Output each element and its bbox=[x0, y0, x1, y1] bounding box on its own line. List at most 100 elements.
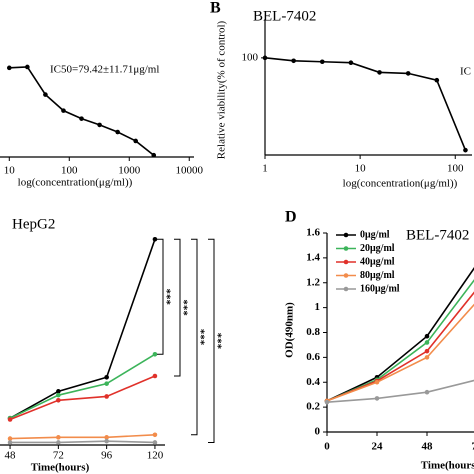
legend-label: 0μg/ml bbox=[360, 229, 390, 240]
data-point bbox=[405, 71, 411, 76]
data-point bbox=[424, 333, 430, 339]
x-tick-label: 0 bbox=[324, 441, 330, 453]
data-point bbox=[7, 417, 13, 422]
data-point bbox=[348, 60, 354, 66]
data-point bbox=[104, 374, 109, 380]
data-point bbox=[115, 129, 120, 135]
legend-marker bbox=[343, 246, 349, 251]
significance-label: *** bbox=[182, 299, 194, 316]
legend-marker bbox=[343, 273, 349, 278]
x-tick-label: 48 bbox=[5, 450, 17, 462]
data-point bbox=[6, 65, 12, 71]
data-point bbox=[61, 108, 66, 113]
data-point bbox=[133, 138, 138, 144]
y-tick-label: 0.8 bbox=[306, 326, 320, 338]
data-point bbox=[319, 59, 325, 65]
data-point bbox=[424, 389, 430, 395]
data-point bbox=[152, 432, 158, 438]
annotation: IC bbox=[460, 66, 471, 78]
data-point bbox=[424, 340, 430, 345]
chart-title: BEL-7402 bbox=[406, 227, 469, 243]
data-point bbox=[97, 122, 102, 128]
x-axis-title: log(concentration(μg/ml)) bbox=[343, 178, 458, 190]
legend-label: 80μg/ml bbox=[360, 270, 395, 281]
x-axis-title: Time(hours) bbox=[31, 462, 90, 474]
data-point bbox=[377, 70, 382, 75]
data-point bbox=[25, 64, 30, 70]
y-tick-label: 1.6 bbox=[306, 227, 320, 239]
x-tick-label: 96 bbox=[101, 450, 113, 462]
x-tick-label: 1000 bbox=[118, 165, 141, 177]
series-line bbox=[326, 379, 474, 403]
series-line bbox=[9, 66, 155, 156]
chart-title: BEL-7402 bbox=[253, 8, 316, 24]
significance-bracket bbox=[157, 238, 164, 355]
series-line bbox=[326, 279, 474, 402]
panel-label: B bbox=[210, 0, 221, 17]
x-axis-title: Time(hours) bbox=[421, 460, 474, 472]
data-point bbox=[7, 436, 13, 441]
data-point bbox=[152, 351, 158, 357]
x-tick-label: 72 bbox=[472, 441, 474, 453]
chart-title: HepG2 bbox=[12, 216, 55, 232]
data-point bbox=[324, 399, 330, 405]
legend-label: 160μg/ml bbox=[360, 283, 400, 294]
x-tick-label: 10000 bbox=[176, 165, 204, 177]
data-point bbox=[104, 435, 109, 440]
x-tick-label: 10 bbox=[4, 165, 16, 177]
series-line bbox=[10, 433, 155, 440]
series-line bbox=[326, 267, 474, 402]
data-point bbox=[56, 389, 61, 394]
significance-bracket bbox=[174, 238, 181, 377]
legend-label: 40μg/ml bbox=[360, 256, 395, 267]
panel-label: D bbox=[285, 209, 297, 226]
data-point bbox=[152, 373, 158, 379]
data-point bbox=[7, 440, 13, 445]
data-point bbox=[424, 348, 430, 354]
annotation: IC50=79.42±11.71μg/ml bbox=[50, 64, 159, 76]
x-tick-label: 72 bbox=[53, 450, 64, 462]
significance-label: *** bbox=[165, 288, 177, 305]
y-tick-label: 0.4 bbox=[306, 376, 320, 388]
series-line bbox=[326, 291, 474, 402]
data-point bbox=[262, 55, 268, 61]
data-point bbox=[152, 236, 158, 242]
x-tick-label: 1 bbox=[262, 163, 268, 175]
y-tick-label: 1.2 bbox=[306, 276, 320, 288]
series-line bbox=[10, 440, 155, 444]
legend-marker bbox=[343, 259, 349, 265]
x-tick-label: 100 bbox=[447, 163, 464, 175]
data-point bbox=[424, 355, 430, 360]
legend-marker bbox=[343, 232, 349, 238]
data-point bbox=[56, 440, 61, 445]
significance-label: *** bbox=[199, 328, 211, 345]
data-point bbox=[79, 116, 84, 121]
data-point bbox=[152, 440, 158, 445]
series-line bbox=[9, 239, 156, 419]
data-point bbox=[374, 379, 380, 385]
y-axis-title: Relative viability(% of control) bbox=[216, 20, 228, 159]
legend-label: 20μg/ml bbox=[360, 243, 395, 254]
x-tick-label: 48 bbox=[422, 441, 434, 453]
x-tick-label: 24 bbox=[372, 441, 384, 453]
series-line bbox=[264, 57, 467, 151]
data-point bbox=[374, 396, 380, 401]
data-point bbox=[104, 381, 109, 386]
data-point bbox=[104, 394, 109, 399]
series-line bbox=[9, 353, 156, 419]
data-point bbox=[434, 77, 440, 83]
data-point bbox=[56, 435, 61, 440]
data-point bbox=[463, 147, 468, 153]
data-point bbox=[56, 392, 61, 398]
y-tick-label: 0 bbox=[315, 426, 321, 438]
x-tick-label: 100 bbox=[61, 165, 78, 177]
data-point bbox=[291, 58, 296, 64]
significance-bracket bbox=[208, 238, 215, 443]
data-point bbox=[56, 397, 61, 403]
series-line bbox=[9, 375, 156, 421]
data-point bbox=[151, 152, 157, 158]
y-tick-label: 0.2 bbox=[306, 401, 320, 413]
x-tick-label: 10 bbox=[355, 163, 367, 175]
x-axis-title: log(concentration(μg/ml)) bbox=[18, 177, 133, 189]
